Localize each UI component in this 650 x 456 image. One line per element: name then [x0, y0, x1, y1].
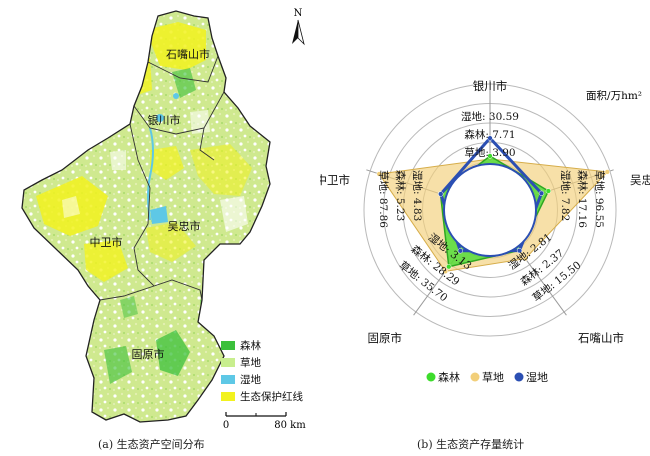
value-label-wuzhong: 湿地: 7.82 — [559, 170, 572, 221]
legend-swatch-wetland — [221, 375, 235, 384]
map-city-label: 银川市 — [148, 113, 181, 127]
value-label-yinchuan: 草地: 3.90 — [464, 146, 515, 159]
data-point-wetland — [438, 191, 444, 197]
value-label-yinchuan: 森林: 7.71 — [464, 128, 515, 141]
category-label: 固原市 — [368, 331, 403, 345]
province-outline — [21, 10, 271, 423]
data-point-wetland — [516, 247, 523, 254]
legend-label: 生态保护红线 — [240, 390, 303, 403]
legend-label: 森林 — [240, 339, 261, 352]
value-label-wuzhong: 森林: 17.16 — [576, 170, 589, 228]
data-point-forest — [487, 153, 493, 159]
legend-label: 草地 — [482, 371, 504, 384]
data-point-grassland — [376, 171, 382, 177]
data-point-grassland — [442, 268, 449, 275]
legend-label: 湿地 — [240, 373, 261, 386]
map-city-label: 中卫市 — [90, 235, 123, 249]
legend-marker-wetland — [514, 372, 524, 382]
legend-label: 森林 — [438, 370, 460, 384]
data-point-wetland — [538, 190, 545, 196]
scale-end-label: 80 km — [274, 420, 306, 430]
map-city-label: 固原市 — [132, 347, 165, 361]
category-label: 中卫市 — [320, 173, 350, 187]
map-panel: N — [21, 8, 306, 430]
legend-swatch-redline — [221, 392, 235, 401]
radar-inner-hole — [443, 163, 537, 257]
data-point-forest — [545, 188, 552, 194]
data-point-wetland — [487, 135, 493, 141]
legend-swatch-grassland — [221, 358, 235, 367]
data-point-grassland — [604, 169, 610, 175]
value-label-zhongwei: 湿地: 4.83 — [411, 170, 424, 221]
scale-start-label: 0 — [223, 420, 229, 430]
radar-chart: 银川市吴忠市石嘴山市 固原市 中卫市 湿地: 30.59 森林: 7.71 草地: 3.9… — [320, 79, 650, 384]
north-label: N — [294, 8, 303, 19]
north-arrow-icon: N — [292, 8, 305, 46]
chart-legend: 森林 草地 湿地 — [426, 370, 548, 384]
chart-caption: (b) 生态资产存量统计 — [417, 438, 525, 451]
city-boundaries — [87, 55, 225, 301]
data-point-forest — [446, 264, 452, 270]
value-label-zhongwei: 森林: 5.23 — [394, 170, 407, 221]
value-label-wuzhong: 草地: 96.55 — [593, 170, 606, 228]
unit-label: 面积/万hm² — [586, 90, 642, 102]
category-label: 银川市 — [473, 79, 508, 93]
legend-swatch-forest — [221, 341, 235, 350]
map-land — [22, 11, 270, 422]
map-city-label: 石嘴山市 — [166, 47, 210, 61]
data-point-wetland — [457, 248, 464, 254]
data-point-grassland — [522, 255, 528, 262]
legend-marker-forest — [426, 372, 436, 382]
category-label: 石嘴山市 — [578, 331, 624, 345]
legend-label: 湿地 — [526, 371, 548, 384]
radar-series — [376, 135, 610, 275]
map-caption: (a) 生态资产空间分布 — [98, 438, 205, 451]
category-label: 吴忠市 — [630, 173, 650, 187]
legend-marker-grassland — [470, 372, 480, 382]
value-label-zhongwei: 草地: 87.86 — [377, 170, 390, 228]
map-city-label: 吴忠市 — [168, 219, 201, 233]
legend-label: 草地 — [240, 356, 261, 369]
value-label-yinchuan: 湿地: 30.59 — [461, 110, 519, 123]
map-legend: 森林 草地 湿地 生态保护红线 — [221, 339, 303, 403]
scale-bar: 0 80 km — [223, 412, 306, 430]
